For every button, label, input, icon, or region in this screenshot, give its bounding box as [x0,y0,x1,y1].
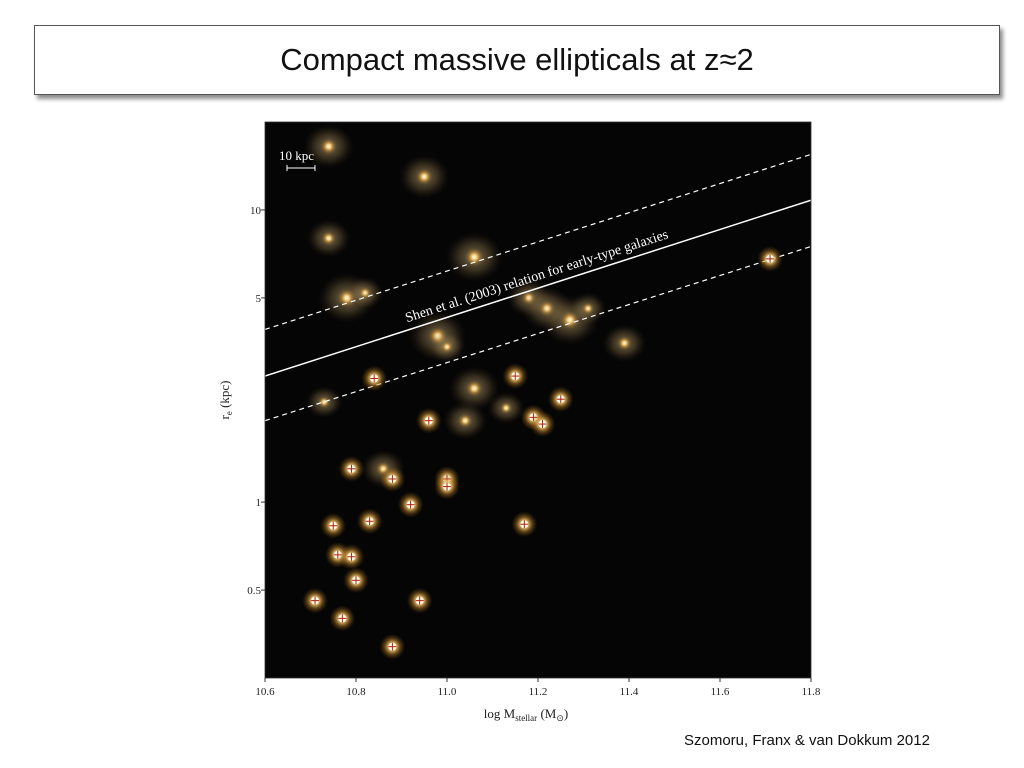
galaxy-marker [388,642,397,651]
slide-title: Compact massive ellipticals at z≈2 [280,42,754,77]
y-tick-label: 5 [256,293,262,305]
y-tick-label: 10 [250,205,262,217]
galaxy-core [457,413,473,428]
plot-background [265,122,811,678]
galaxy-marker [406,500,415,509]
x-tick-label: 11.0 [438,686,457,698]
x-tick-label: 11.4 [620,686,639,698]
relation-upper-dashed-line [265,153,811,330]
galaxy-core [359,286,372,299]
galaxy-marker [347,464,356,473]
x-tick-label: 11.2 [529,686,548,698]
relation-line [265,199,811,377]
x-tick-label: 10.8 [346,686,366,698]
galaxy-core [321,231,336,246]
galaxy-core [500,401,513,415]
galaxy-core [320,138,338,155]
galaxy-blob [517,115,568,116]
galaxy-marker [424,416,433,425]
x-tick-label: 11.8 [802,686,821,698]
galaxy-marker [520,520,529,529]
citation-credit: Szomoru, Franx & van Dokkum 2012 [684,732,930,749]
galaxy-marker [347,552,356,561]
galaxy-marker [365,517,374,526]
galaxy-core [415,168,433,186]
title-box: Compact massive ellipticals at z≈2 [34,25,1000,95]
x-axis-label: log Mstellar (M⊙) [484,706,568,723]
galaxy-core [440,340,454,353]
galaxy-marker [311,596,320,605]
galaxy-marker [329,521,338,530]
galaxy-marker [538,420,547,429]
y-axis-label: re (kpc) [217,380,234,419]
galaxy-marker [443,482,451,491]
galaxy-marker [766,254,775,263]
galaxy-core [464,247,484,267]
galaxy-marker [415,596,424,605]
y-tick-label: 0.5 [247,585,261,597]
galaxy-marker [370,374,379,383]
galaxy-marker [338,614,347,623]
relation-lower-dashed-line [265,245,811,422]
galaxy-core [224,597,243,616]
galaxy-marker [388,474,397,483]
x-tick-label: 11.6 [711,686,730,698]
galaxy-core [465,380,483,397]
galaxy-marker [352,576,360,585]
galaxy-marker [511,372,520,381]
galaxy-core [581,302,595,315]
galaxy-marker [556,395,565,404]
x-tick-label: 10.6 [255,686,275,698]
galaxy-core [318,395,331,409]
galaxy-core [617,335,632,351]
y-tick-label: 1 [256,497,262,509]
